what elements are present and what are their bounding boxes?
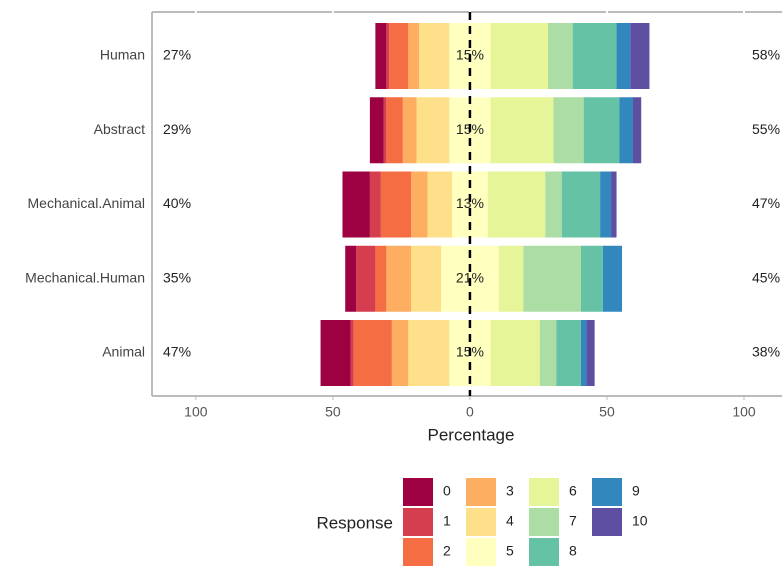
x-tick-label: 50	[325, 404, 341, 420]
legend-key	[529, 538, 559, 566]
category-label: Mechanical.Human	[25, 269, 145, 285]
bar-segment	[369, 97, 384, 164]
bar-segment	[408, 23, 420, 89]
bar-segment	[633, 97, 642, 164]
left-total-label: 27%	[163, 47, 191, 63]
bar-segment	[427, 171, 453, 238]
legend-key	[466, 538, 496, 566]
legend-label: 6	[569, 483, 577, 499]
bar-segment	[386, 245, 411, 312]
bar-segment	[386, 23, 390, 89]
neutral-label: 21%	[456, 269, 484, 285]
category-label: Abstract	[94, 121, 145, 137]
legend-label: 8	[569, 543, 577, 559]
bar-segment	[498, 245, 524, 312]
legend-title: Response	[316, 513, 393, 532]
bar-segment	[583, 97, 620, 164]
right-total-label: 55%	[752, 121, 780, 137]
bar-segment	[586, 320, 595, 386]
bar-segment	[553, 97, 584, 164]
legend-key	[466, 508, 496, 536]
legend-label: 2	[443, 543, 451, 559]
bar-segment	[369, 171, 381, 238]
right-total-label: 45%	[752, 269, 780, 285]
bar-segment	[389, 23, 409, 89]
bar-segment	[487, 171, 546, 238]
bar-segment	[402, 97, 417, 164]
bar-segment	[411, 245, 442, 312]
bar-segment	[616, 23, 631, 89]
bar-segment	[580, 320, 587, 386]
x-tick-label: 100	[184, 404, 208, 420]
bar-segment	[556, 320, 581, 386]
bar-segment	[350, 320, 354, 386]
bar-segment	[490, 97, 554, 164]
legend-label: 0	[443, 483, 451, 499]
left-total-label: 40%	[163, 195, 191, 211]
left-total-label: 47%	[163, 344, 191, 360]
bar-segment	[545, 171, 562, 238]
bar-segment	[630, 23, 650, 89]
legend-label: 9	[632, 483, 640, 499]
legend-label: 1	[443, 513, 451, 529]
bar-segment	[353, 320, 392, 386]
bar-segment	[580, 245, 603, 312]
legend-label: 5	[506, 543, 514, 559]
legend-label: 3	[506, 483, 514, 499]
bar-segment	[375, 245, 387, 312]
bar-segment	[408, 320, 450, 386]
legend-key	[529, 508, 559, 536]
bar-segment	[490, 23, 549, 89]
bar-segment	[375, 23, 387, 89]
bar-segment	[416, 97, 450, 164]
legend-key	[466, 478, 496, 506]
legend-key	[592, 508, 622, 536]
bar-segment	[602, 245, 623, 312]
bar-segment	[490, 320, 540, 386]
left-total-label: 29%	[163, 121, 191, 137]
left-total-label: 35%	[163, 269, 191, 285]
x-axis-title: Percentage	[428, 425, 515, 444]
bar-segment	[320, 320, 351, 386]
category-label: Mechanical.Animal	[28, 195, 146, 211]
x-tick-label: 100	[732, 404, 756, 420]
bar-segment	[419, 23, 450, 89]
bar-segment	[611, 171, 617, 238]
bar-segment	[342, 171, 370, 238]
bar-segment	[380, 171, 411, 238]
bar-segment	[572, 23, 617, 89]
bar-segment	[539, 320, 557, 386]
category-label: Human	[100, 47, 145, 63]
bar-segment	[548, 23, 573, 89]
neutral-label: 13%	[456, 195, 484, 211]
right-total-label: 47%	[752, 195, 780, 211]
bar-segment	[619, 97, 633, 164]
bar-segment	[356, 245, 376, 312]
legend-label: 7	[569, 513, 577, 529]
legend-key	[592, 478, 622, 506]
bar-segment	[411, 171, 428, 238]
bar-segment	[386, 97, 403, 164]
legend-key	[403, 508, 433, 536]
bar-segment	[383, 97, 387, 164]
legend-key	[529, 478, 559, 506]
bar-segment	[345, 245, 357, 312]
right-total-label: 38%	[752, 344, 780, 360]
x-tick-label: 50	[599, 404, 615, 420]
bar-segment	[600, 171, 612, 238]
legend-key	[403, 478, 433, 506]
legend-key	[403, 538, 433, 566]
bar-segment	[391, 320, 409, 386]
legend-label: 4	[506, 513, 514, 529]
legend-label: 10	[632, 513, 648, 529]
bar-segment	[523, 245, 581, 312]
bar-segment	[561, 171, 601, 238]
x-tick-label: 0	[466, 404, 474, 420]
category-label: Animal	[102, 344, 145, 360]
right-total-label: 58%	[752, 47, 780, 63]
